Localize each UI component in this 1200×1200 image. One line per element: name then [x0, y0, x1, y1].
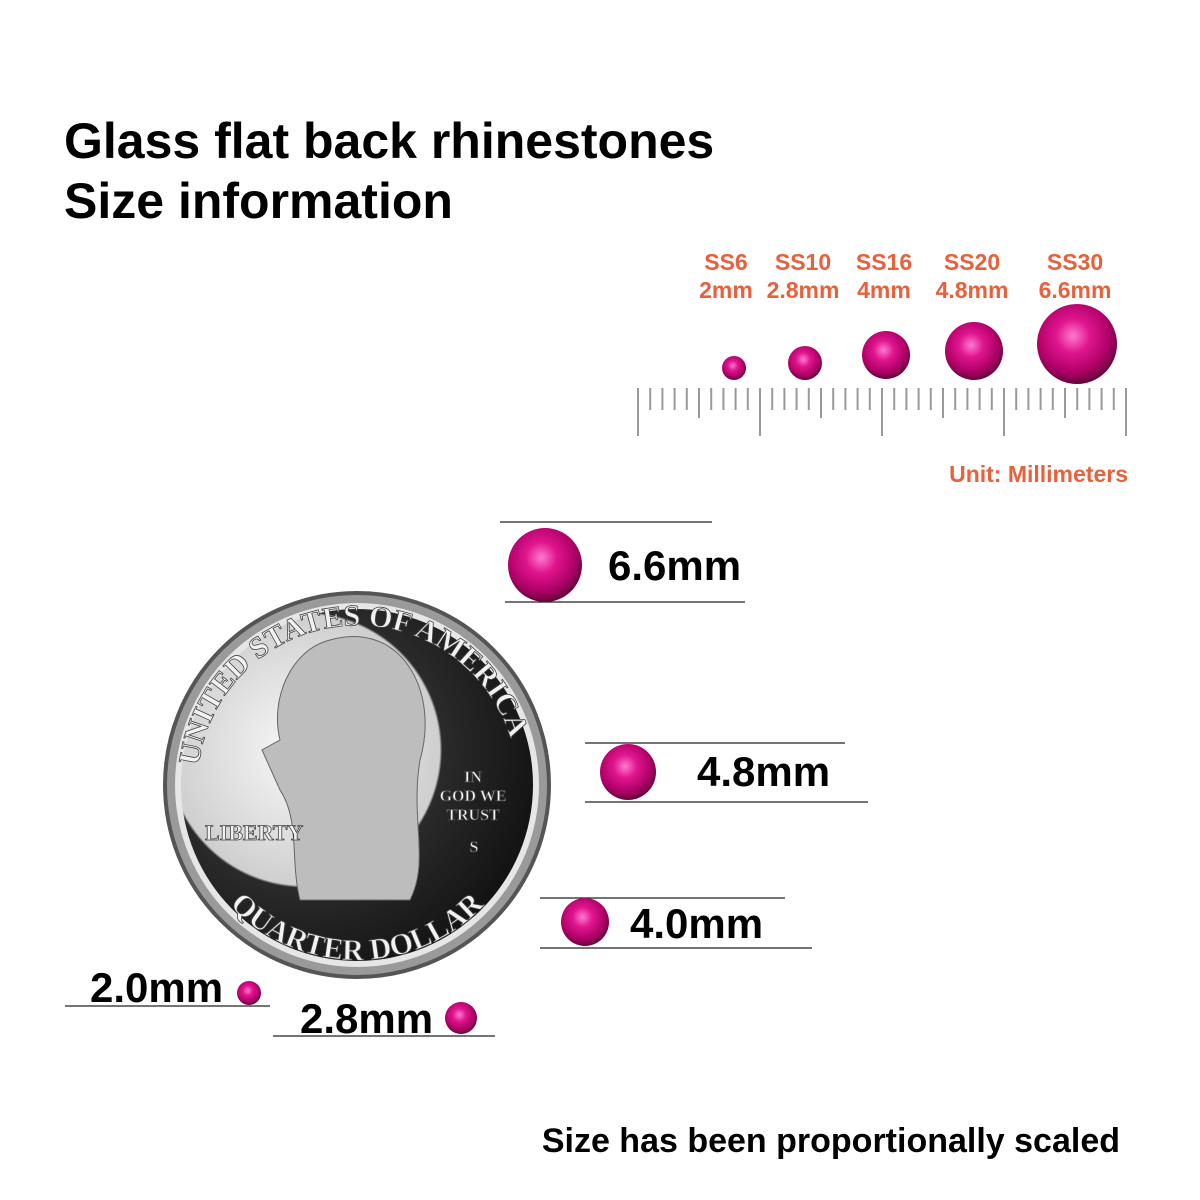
rhinestone [862, 331, 910, 379]
rhinestone [508, 528, 582, 602]
rhinestone [600, 744, 656, 800]
size-code: SS20 [944, 249, 1000, 275]
footer-note: Size has been proportionally scaled [542, 1122, 1120, 1160]
coin-text: TRUST [446, 807, 500, 824]
coin-text: LIBERTY [205, 820, 303, 845]
rhinestone [237, 981, 261, 1005]
size-mm: 4mm [857, 277, 911, 303]
size-mm: 2.8mm [767, 277, 840, 303]
size-code: SS6 [704, 249, 747, 275]
size-code: SS16 [856, 249, 912, 275]
coin-text: GOD WE [440, 788, 507, 805]
size-mm: 6.6mm [1039, 277, 1112, 303]
rhinestone [945, 322, 1003, 380]
size-mm: 4.8mm [936, 277, 1009, 303]
size-label: 2.8mm [300, 995, 433, 1042]
size-label: 6.6mm [608, 542, 741, 589]
size-label: 4.8mm [697, 748, 830, 795]
rhinestone [561, 898, 609, 946]
coin-text: IN [464, 769, 482, 786]
rhinestone [445, 1002, 477, 1034]
unit-label: Unit: Millimeters [949, 461, 1128, 487]
profile [261, 636, 426, 901]
rhinestone [1037, 304, 1117, 384]
size-label: 4.0mm [630, 900, 763, 947]
size-label: 2.0mm [90, 964, 223, 1011]
rhinestone [722, 356, 746, 380]
title: Size information [64, 173, 453, 229]
rhinestone [788, 346, 822, 380]
quarter-coin: UNITED STATES OF AMERICA QUARTER DOLLAR … [163, 591, 551, 979]
size-mm: 2mm [699, 277, 753, 303]
size-code: SS10 [775, 249, 831, 275]
title: Glass flat back rhinestones [64, 113, 714, 169]
ruler [637, 388, 1127, 436]
size-code: SS30 [1047, 249, 1103, 275]
coin-text: S [470, 839, 479, 856]
